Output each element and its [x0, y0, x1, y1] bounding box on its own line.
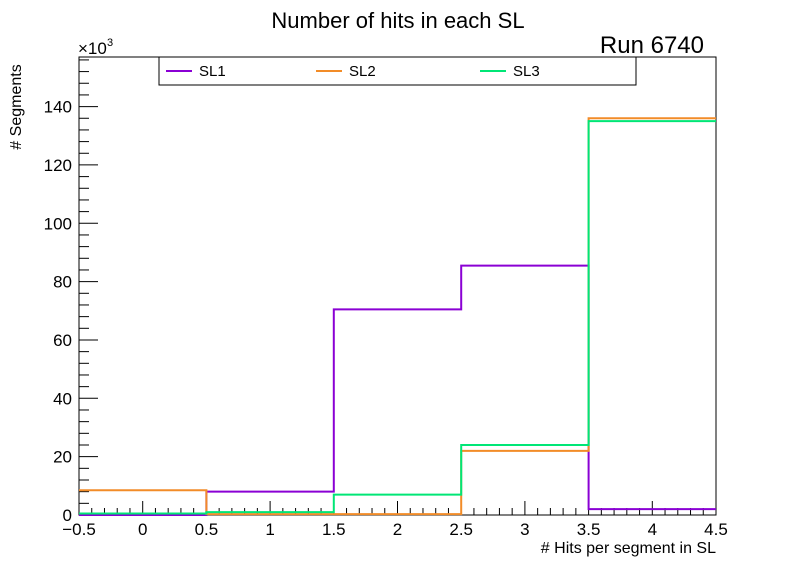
- x-tick-label: 4: [648, 520, 657, 539]
- y-tick-label: 80: [53, 273, 72, 292]
- y-multiplier-exponent: 3: [107, 37, 113, 49]
- legend-box: [158, 56, 637, 86]
- x-tick-label: 1: [265, 520, 274, 539]
- x-tick-label: 4.5: [704, 520, 728, 539]
- y-tick-label: 40: [53, 389, 72, 408]
- series-sl3: [79, 120, 716, 515]
- legend-label-sl1: SL1: [199, 63, 226, 80]
- x-tick-label: −0.5: [62, 520, 96, 539]
- x-axis-label: # Hits per segment in SL: [541, 540, 716, 557]
- legend-label-sl2: SL2: [349, 63, 376, 80]
- x-tick-label: 1.5: [322, 520, 346, 539]
- x-tick-label: 3: [520, 520, 529, 539]
- y-multiplier-base: ×10: [78, 39, 107, 58]
- y-tick-label: 140: [44, 98, 72, 117]
- y-tick-label: 120: [44, 156, 72, 175]
- chart-title: Number of hits in each SL: [271, 8, 524, 33]
- series-line-sl3: [79, 120, 716, 515]
- x-tick-label: 2.5: [449, 520, 473, 539]
- run-annotation: Run 6740: [600, 32, 704, 59]
- x-tick-label: 2: [393, 520, 402, 539]
- legend: SL1 SL2 SL3: [158, 56, 637, 86]
- x-tick-label: 0: [138, 520, 147, 539]
- y-axis-label: # Segments: [8, 64, 25, 149]
- y-tick-label: 60: [53, 331, 72, 350]
- x-tick-label: 3.5: [577, 520, 601, 539]
- y-tick-label: 100: [44, 214, 72, 233]
- legend-label-sl3: SL3: [513, 63, 540, 80]
- y-tick-label: 0: [63, 506, 72, 525]
- y-tick-label: 20: [53, 448, 72, 467]
- y-multiplier: ×10 3: [78, 37, 113, 58]
- x-tick-label: 0.5: [195, 520, 219, 539]
